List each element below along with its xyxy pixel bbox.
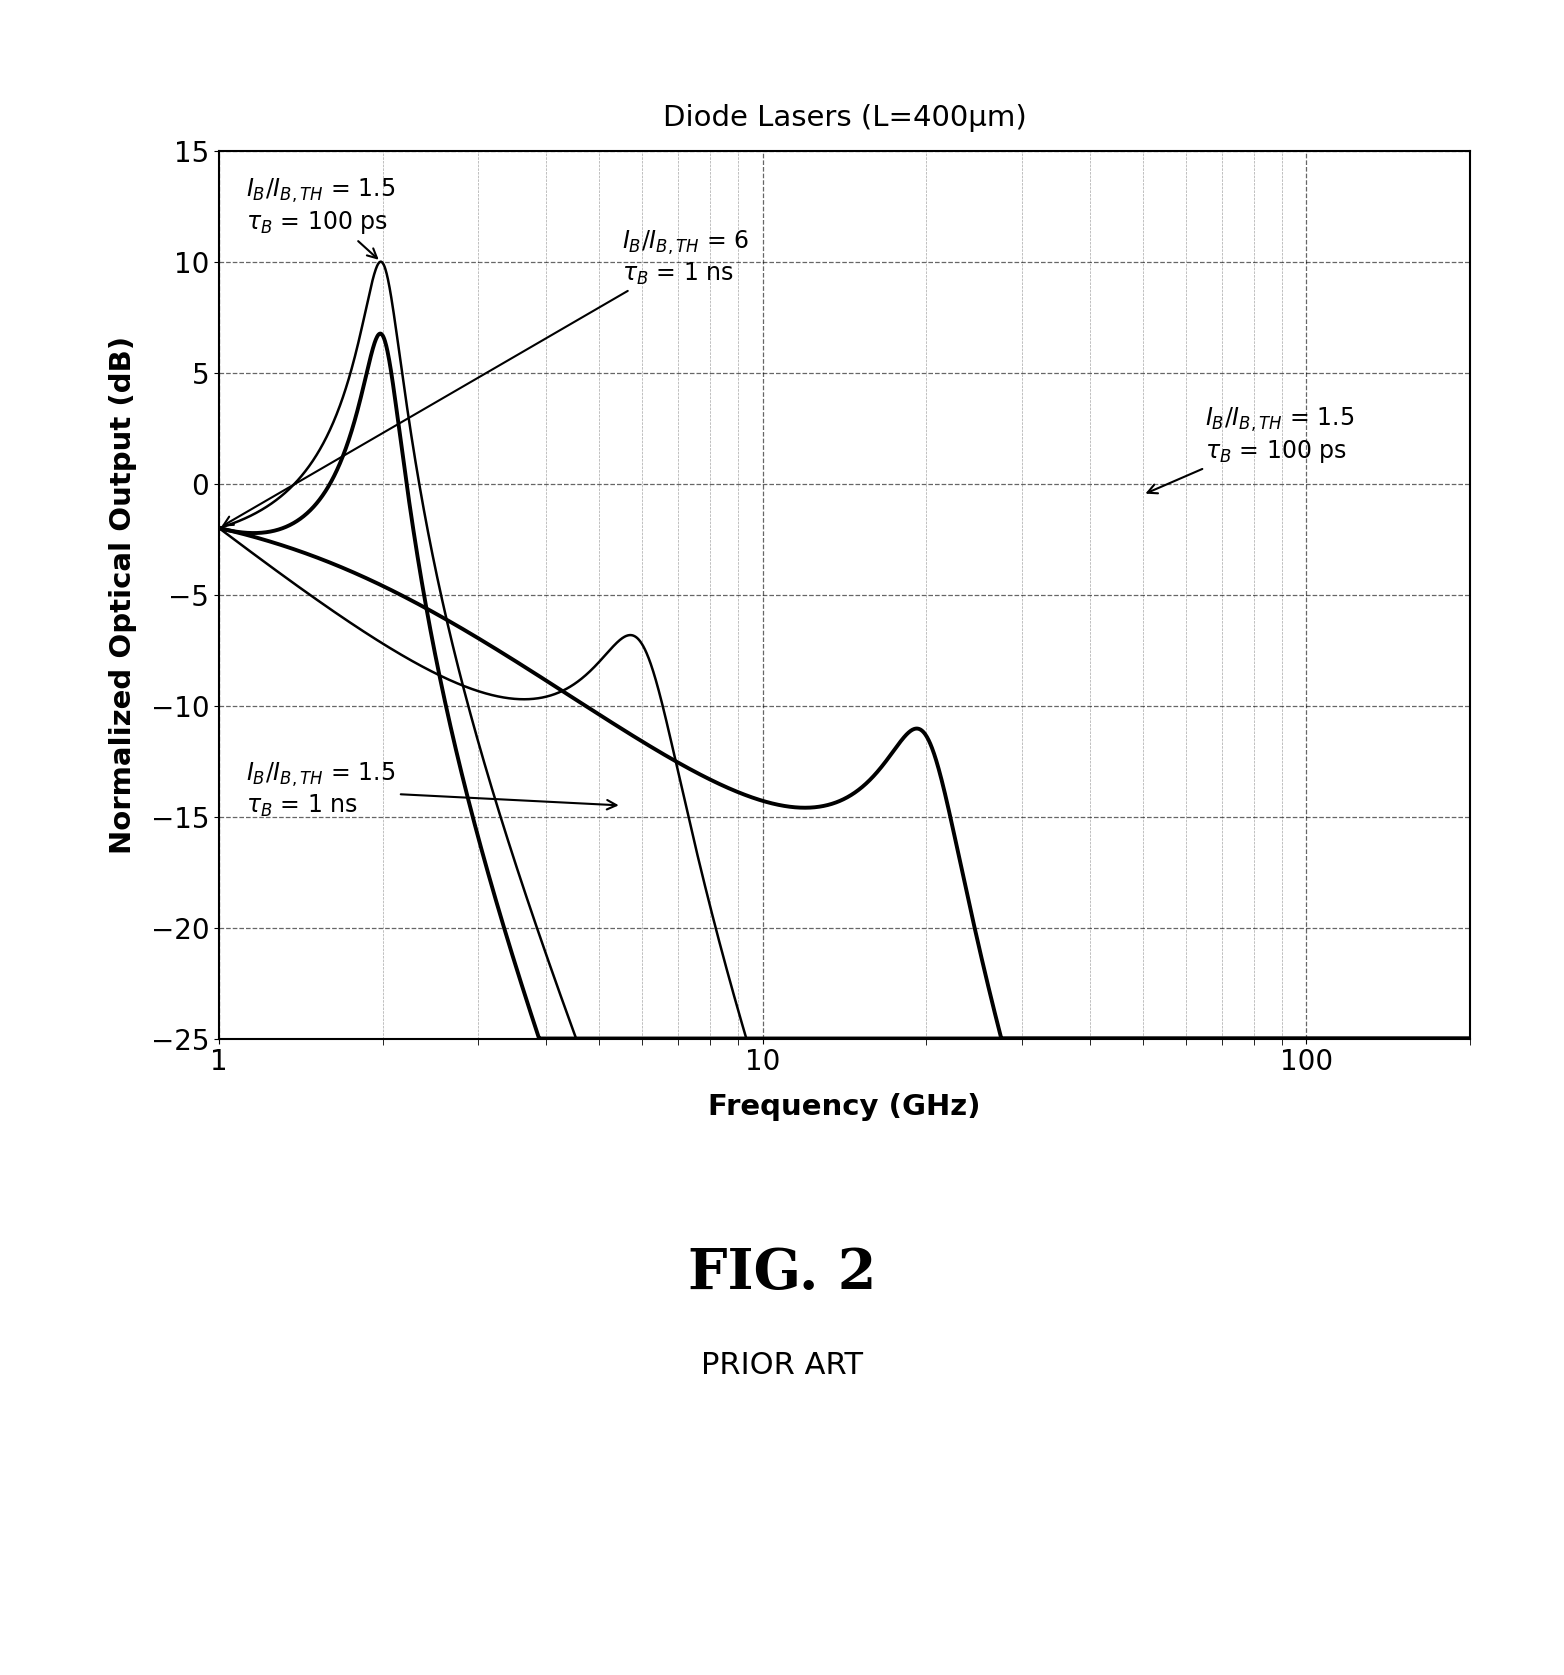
Text: $I_B/I_{B,TH}$ = 1.5
$\tau_B$ = 100 ps: $I_B/I_{B,TH}$ = 1.5 $\tau_B$ = 100 ps <box>246 178 396 258</box>
Title: Diode Lasers (L=400μm): Diode Lasers (L=400μm) <box>663 104 1026 132</box>
Text: $I_B/I_{B,TH}$ = 1.5
$\tau_B$ = 100 ps: $I_B/I_{B,TH}$ = 1.5 $\tau_B$ = 100 ps <box>1148 405 1354 494</box>
Y-axis label: Normalized Optical Output (dB): Normalized Optical Output (dB) <box>109 335 136 854</box>
Text: $I_B/I_{B,TH}$ = 6
$\tau_B$ = 1 ns: $I_B/I_{B,TH}$ = 6 $\tau_B$ = 1 ns <box>224 228 749 526</box>
Text: PRIOR ART: PRIOR ART <box>701 1350 863 1380</box>
Text: FIG. 2: FIG. 2 <box>688 1246 876 1300</box>
X-axis label: Frequency (GHz): Frequency (GHz) <box>708 1092 981 1121</box>
Text: $I_B/I_{B,TH}$ = 1.5
$\tau_B$ = 1 ns: $I_B/I_{B,TH}$ = 1.5 $\tau_B$ = 1 ns <box>246 760 616 819</box>
